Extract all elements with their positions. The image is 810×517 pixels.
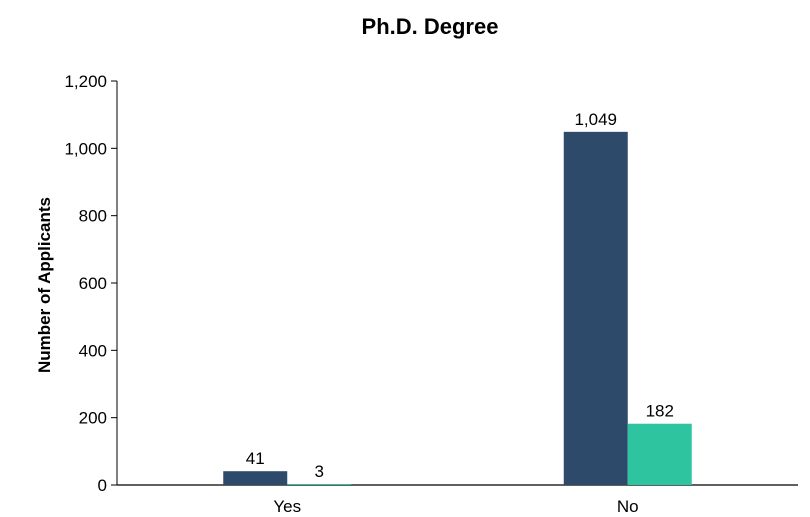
y-axis-title: Number of Applicants <box>35 197 54 373</box>
y-tick-label: 400 <box>79 341 107 360</box>
x-tick-label-no: No <box>617 497 639 516</box>
y-tick-label: 0 <box>98 476 107 495</box>
y-tick-label: 200 <box>79 409 107 428</box>
bar-yes-series-2 <box>287 483 352 485</box>
data-label-yes-series-1: 41 <box>246 449 265 468</box>
plot-area: 0 200 400 600 800 1,000 1,200 41 3 Yes 1,049 182 No <box>64 72 798 516</box>
data-label-no-series-2: 182 <box>646 402 674 421</box>
y-tick-label: 800 <box>79 207 107 226</box>
data-label-no-series-1: 1,049 <box>574 110 617 129</box>
x-tick-label-yes: Yes <box>273 497 301 516</box>
bar-yes-series-1 <box>223 471 288 485</box>
data-label-yes-series-2: 3 <box>315 462 324 481</box>
y-tick-label: 600 <box>79 274 107 293</box>
y-tick-label: 1,200 <box>64 72 107 91</box>
chart-title: Ph.D. Degree <box>362 14 499 39</box>
bar-no-series-2 <box>627 423 692 485</box>
bar-no-series-1 <box>563 131 628 485</box>
y-tick-label: 1,000 <box>64 139 107 158</box>
